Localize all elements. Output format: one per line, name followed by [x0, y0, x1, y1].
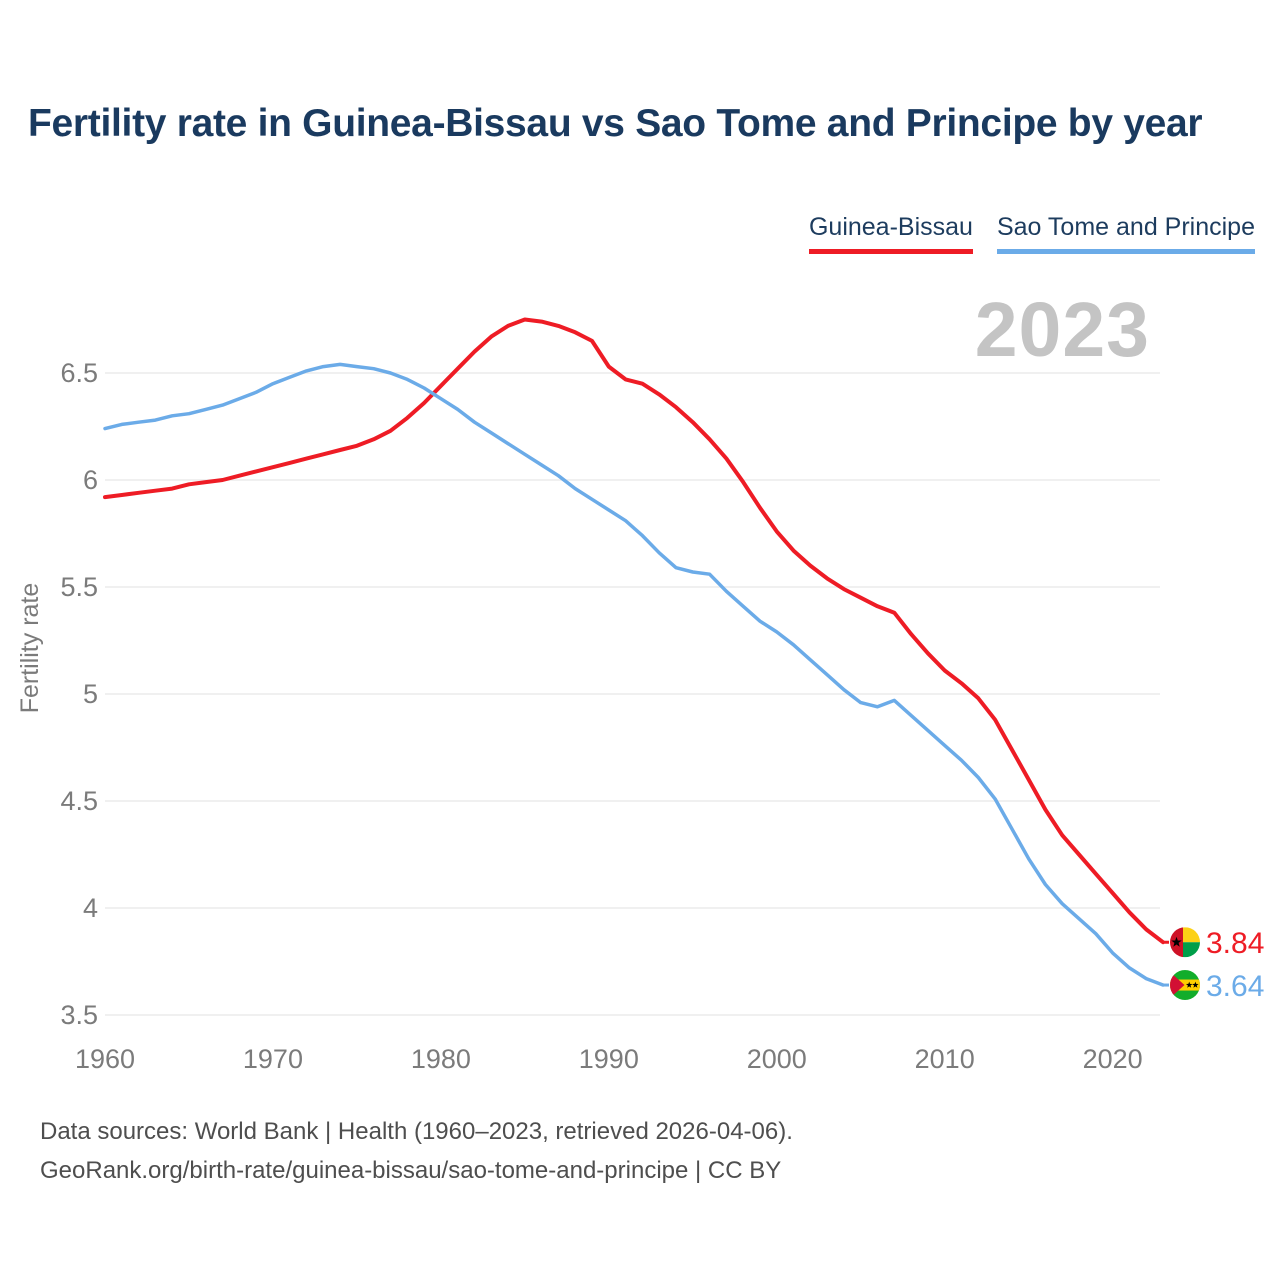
y-tick-label: 5.5: [60, 572, 98, 602]
y-tick-label: 6: [83, 465, 98, 495]
footer-data-sources: Data sources: World Bank | Health (1960–…: [40, 1118, 793, 1145]
watermark-year: 2023: [974, 287, 1150, 373]
guinea-bissau-flag-icon: [1170, 927, 1200, 958]
sao-tome-and-principe-flag-icon: [1170, 970, 1200, 1001]
y-tick-label: 3.5: [60, 1000, 98, 1030]
series-line-guinea-bissau[interactable]: [103, 317, 1165, 945]
x-tick-label: 1970: [243, 1044, 303, 1074]
x-tick-label: 2020: [1083, 1044, 1143, 1074]
x-tick-label: 2010: [915, 1044, 975, 1074]
legend-item-guinea-bissau[interactable]: Guinea-Bissau: [808, 213, 973, 254]
footer: Data sources: World Bank | Health (1960–…: [40, 1112, 793, 1190]
end-value-guinea-bissau: 3.84: [1206, 927, 1264, 960]
legend-item-sao-tome-and-principe[interactable]: Sao Tome and Principe: [996, 213, 1255, 254]
fertility-line-chart[interactable]: 3.5 4 4.5 5 5.5 6 6.5 1960 1970 1980 1990 2000 2010 2…: [0, 260, 1280, 1080]
end-value-sao-tome-and-principe: 3.64: [1206, 970, 1264, 1003]
y-tick-label: 4.5: [60, 786, 98, 816]
x-tick-label: 2000: [747, 1044, 807, 1074]
y-tick-label: 6.5: [60, 358, 98, 388]
y-axis-title: Fertility rate: [16, 583, 44, 714]
y-tick-label: 4: [83, 893, 98, 923]
x-tick-label: 1980: [411, 1044, 471, 1074]
legend: Guinea-Bissau Sao Tome and Principe: [808, 213, 1255, 254]
page-title: Fertility rate in Guinea-Bissau vs Sao T…: [28, 102, 1203, 146]
footer-attribution: GeoRank.org/birth-rate/guinea-bissau/sao…: [40, 1157, 782, 1184]
y-tick-label: 5: [83, 679, 98, 709]
x-tick-label: 1960: [75, 1044, 135, 1074]
x-tick-label: 1990: [579, 1044, 639, 1074]
series-line-sao-tome-and-principe[interactable]: [103, 362, 1165, 987]
